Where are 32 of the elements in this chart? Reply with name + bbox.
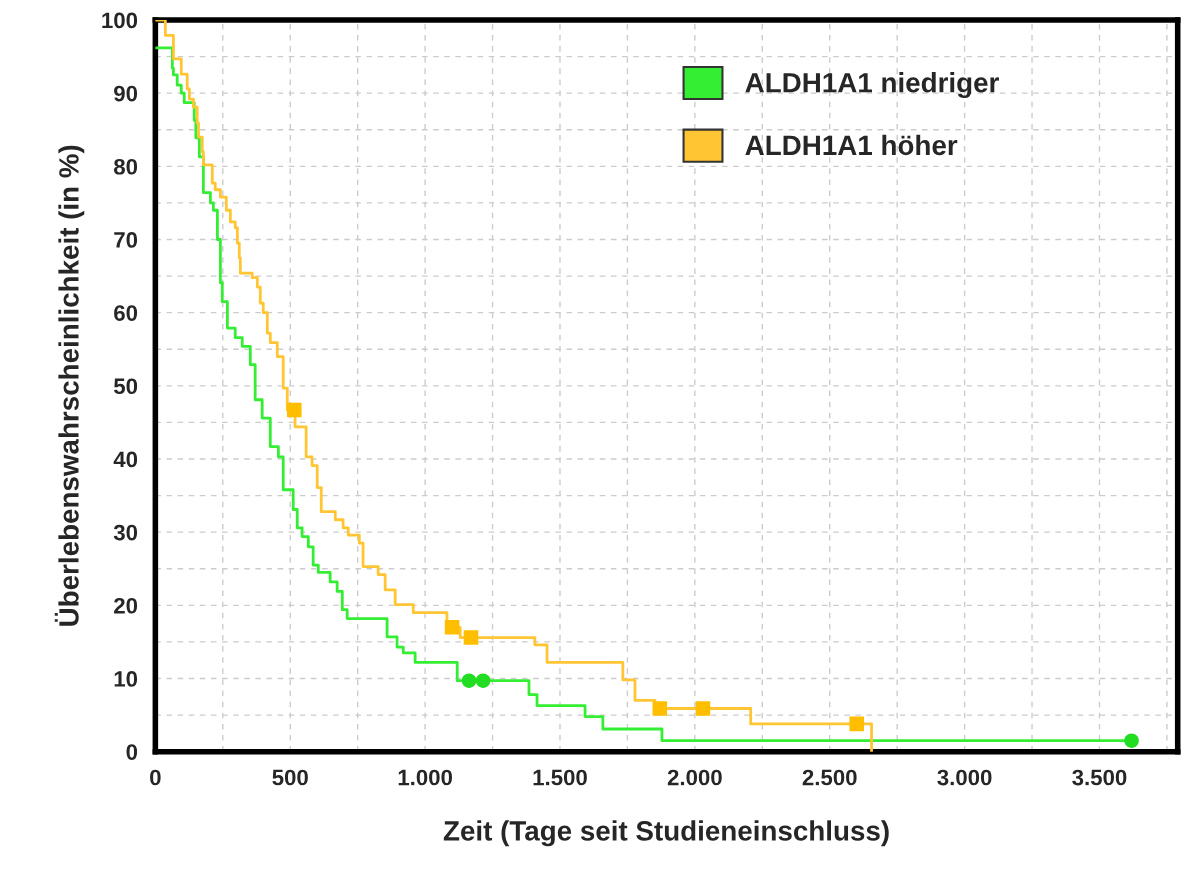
point [849,716,864,732]
y-tick-label: 40 [113,451,138,468]
y-tick-label: 90 [114,85,138,102]
point [475,673,491,688]
y-tick-label: 80 [113,158,138,175]
point [695,701,711,716]
x-tick-label: 3.500 [1072,769,1127,786]
y-tick-label: 10 [114,671,138,687]
point [463,630,479,645]
x-tick-label: 2.000 [667,769,722,786]
y-tick-label: 20 [114,597,138,614]
y-tick-label: 60 [114,305,138,321]
y-axis-title: Überlebenswahrscheinlichkeit (in %) [54,145,85,626]
y-tick-label: 30 [113,524,138,541]
y-tick-label: 100 [102,12,138,29]
x-tick-label: 500 [272,769,308,786]
point [1124,733,1139,748]
point [444,620,460,635]
point [287,402,302,418]
legend-label: ALDH1A1 niedriger [745,72,999,99]
point [461,673,477,688]
y-tick-label: 50 [113,378,138,395]
x-axis-title: Zeit (Tage seit Studieneinschluss) [443,820,889,847]
x-tick-label: 3.000 [937,769,992,786]
y-tick-label: 70 [114,232,138,248]
y-tick-label: 0 [126,744,138,760]
legend-label: ALDH1A1 höher [745,134,958,156]
x-tick-label: 1.000 [398,769,453,786]
x-tick-label: 2.500 [802,769,857,786]
x-tick-label: 0 [150,769,161,786]
point [652,701,668,716]
x-tick-label: 1.500 [533,769,587,786]
